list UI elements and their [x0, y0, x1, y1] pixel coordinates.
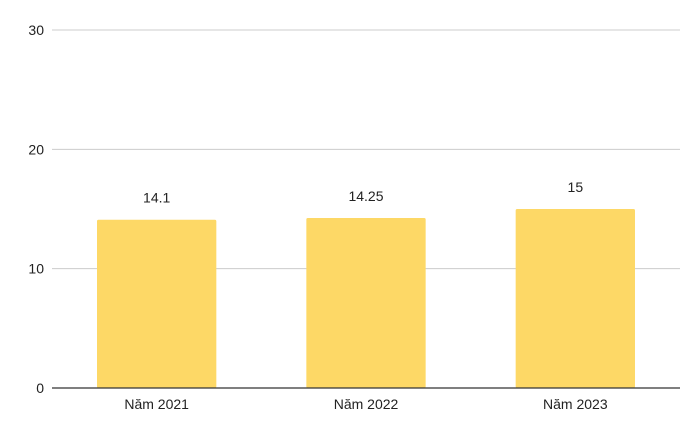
data-label: 15	[568, 179, 584, 195]
y-axis-tick-labels: 0 10 20 30	[28, 22, 44, 396]
y-tick-label: 20	[28, 141, 44, 157]
data-labels: 14.1 14.25 15	[143, 179, 583, 206]
x-tick-label: Năm 2022	[334, 396, 399, 412]
bars	[97, 209, 635, 388]
y-tick-label: 10	[28, 261, 44, 277]
bar	[97, 219, 217, 388]
bar	[306, 217, 426, 388]
bar	[515, 209, 635, 388]
y-tick-label: 30	[28, 22, 44, 38]
y-tick-label: 0	[36, 380, 44, 396]
x-tick-label: Năm 2021	[124, 396, 189, 412]
data-label: 14.25	[348, 188, 383, 204]
x-axis-tick-labels: Năm 2021 Năm 2022 Năm 2023	[124, 396, 607, 412]
data-label: 14.1	[143, 190, 170, 206]
x-tick-label: Năm 2023	[543, 396, 608, 412]
